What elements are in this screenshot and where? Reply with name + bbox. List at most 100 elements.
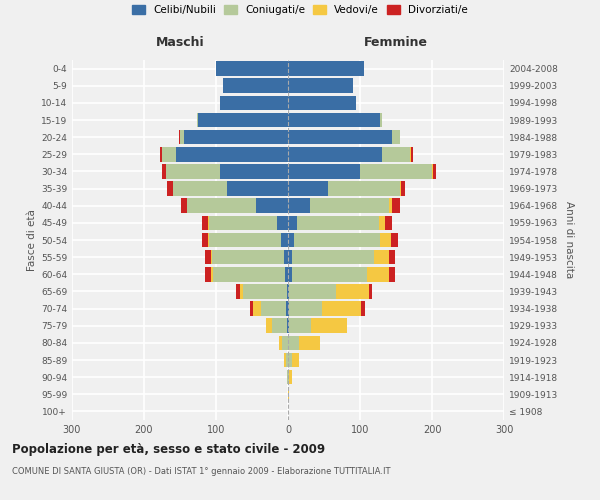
- Bar: [433, 164, 436, 178]
- Bar: [292, 352, 299, 368]
- Bar: [288, 387, 289, 402]
- Bar: [288, 78, 353, 93]
- Bar: [289, 284, 336, 298]
- Text: Popolazione per età, sesso e stato civile - 2009: Popolazione per età, sesso e stato civil…: [12, 442, 325, 456]
- Bar: [367, 267, 389, 281]
- Bar: [385, 216, 392, 230]
- Bar: [288, 232, 294, 248]
- Bar: [181, 198, 187, 213]
- Y-axis label: Fasce di età: Fasce di età: [27, 209, 37, 271]
- Bar: [288, 198, 310, 213]
- Bar: [296, 216, 379, 230]
- Bar: [286, 302, 288, 316]
- Bar: [288, 284, 289, 298]
- Bar: [288, 164, 360, 178]
- Bar: [288, 62, 364, 76]
- Bar: [292, 250, 374, 264]
- Bar: [368, 284, 372, 298]
- Bar: [240, 284, 244, 298]
- Bar: [392, 130, 400, 144]
- Bar: [213, 267, 285, 281]
- Bar: [162, 164, 166, 178]
- Bar: [288, 267, 292, 281]
- Bar: [379, 216, 385, 230]
- Bar: [288, 130, 392, 144]
- Bar: [289, 302, 322, 316]
- Bar: [202, 216, 208, 230]
- Bar: [260, 302, 286, 316]
- Bar: [227, 182, 288, 196]
- Bar: [253, 302, 260, 316]
- Bar: [208, 216, 209, 230]
- Bar: [187, 198, 256, 213]
- Bar: [391, 232, 398, 248]
- Bar: [288, 370, 289, 384]
- Bar: [411, 147, 413, 162]
- Bar: [288, 182, 328, 196]
- Bar: [216, 62, 288, 76]
- Bar: [282, 336, 288, 350]
- Bar: [202, 232, 208, 248]
- Bar: [292, 267, 367, 281]
- Bar: [287, 370, 288, 384]
- Bar: [294, 232, 380, 248]
- Bar: [289, 370, 292, 384]
- Bar: [212, 250, 284, 264]
- Bar: [211, 250, 212, 264]
- Bar: [220, 96, 288, 110]
- Legend: Celibi/Nubili, Coniugati/e, Vedovi/e, Divorziati/e: Celibi/Nubili, Coniugati/e, Vedovi/e, Di…: [132, 5, 468, 15]
- Bar: [288, 112, 380, 128]
- Bar: [288, 250, 292, 264]
- Bar: [286, 352, 288, 368]
- Bar: [374, 250, 389, 264]
- Bar: [220, 164, 288, 178]
- Y-axis label: Anni di nascita: Anni di nascita: [563, 202, 574, 278]
- Bar: [167, 182, 173, 196]
- Bar: [205, 250, 211, 264]
- Bar: [198, 112, 288, 128]
- Bar: [272, 318, 287, 333]
- Bar: [288, 147, 382, 162]
- Bar: [162, 147, 176, 162]
- Bar: [179, 130, 180, 144]
- Bar: [205, 267, 211, 281]
- Bar: [432, 164, 433, 178]
- Bar: [401, 182, 404, 196]
- Bar: [208, 232, 209, 248]
- Text: Femmine: Femmine: [364, 36, 428, 49]
- Bar: [285, 267, 288, 281]
- Bar: [389, 198, 392, 213]
- Bar: [211, 267, 213, 281]
- Bar: [166, 164, 220, 178]
- Bar: [250, 302, 253, 316]
- Bar: [380, 112, 382, 128]
- Bar: [197, 112, 198, 128]
- Bar: [284, 250, 288, 264]
- Bar: [209, 216, 277, 230]
- Bar: [287, 284, 288, 298]
- Bar: [380, 232, 391, 248]
- Bar: [176, 147, 288, 162]
- Bar: [180, 130, 184, 144]
- Bar: [360, 164, 432, 178]
- Bar: [284, 352, 286, 368]
- Bar: [322, 302, 361, 316]
- Bar: [311, 318, 347, 333]
- Bar: [184, 130, 288, 144]
- Bar: [278, 336, 282, 350]
- Bar: [281, 232, 288, 248]
- Bar: [392, 198, 400, 213]
- Bar: [244, 284, 287, 298]
- Bar: [310, 198, 389, 213]
- Bar: [288, 352, 292, 368]
- Bar: [288, 96, 356, 110]
- Bar: [209, 232, 281, 248]
- Bar: [277, 216, 288, 230]
- Bar: [336, 284, 368, 298]
- Bar: [289, 318, 311, 333]
- Bar: [389, 267, 395, 281]
- Bar: [361, 302, 365, 316]
- Bar: [299, 336, 320, 350]
- Bar: [410, 147, 411, 162]
- Bar: [173, 182, 227, 196]
